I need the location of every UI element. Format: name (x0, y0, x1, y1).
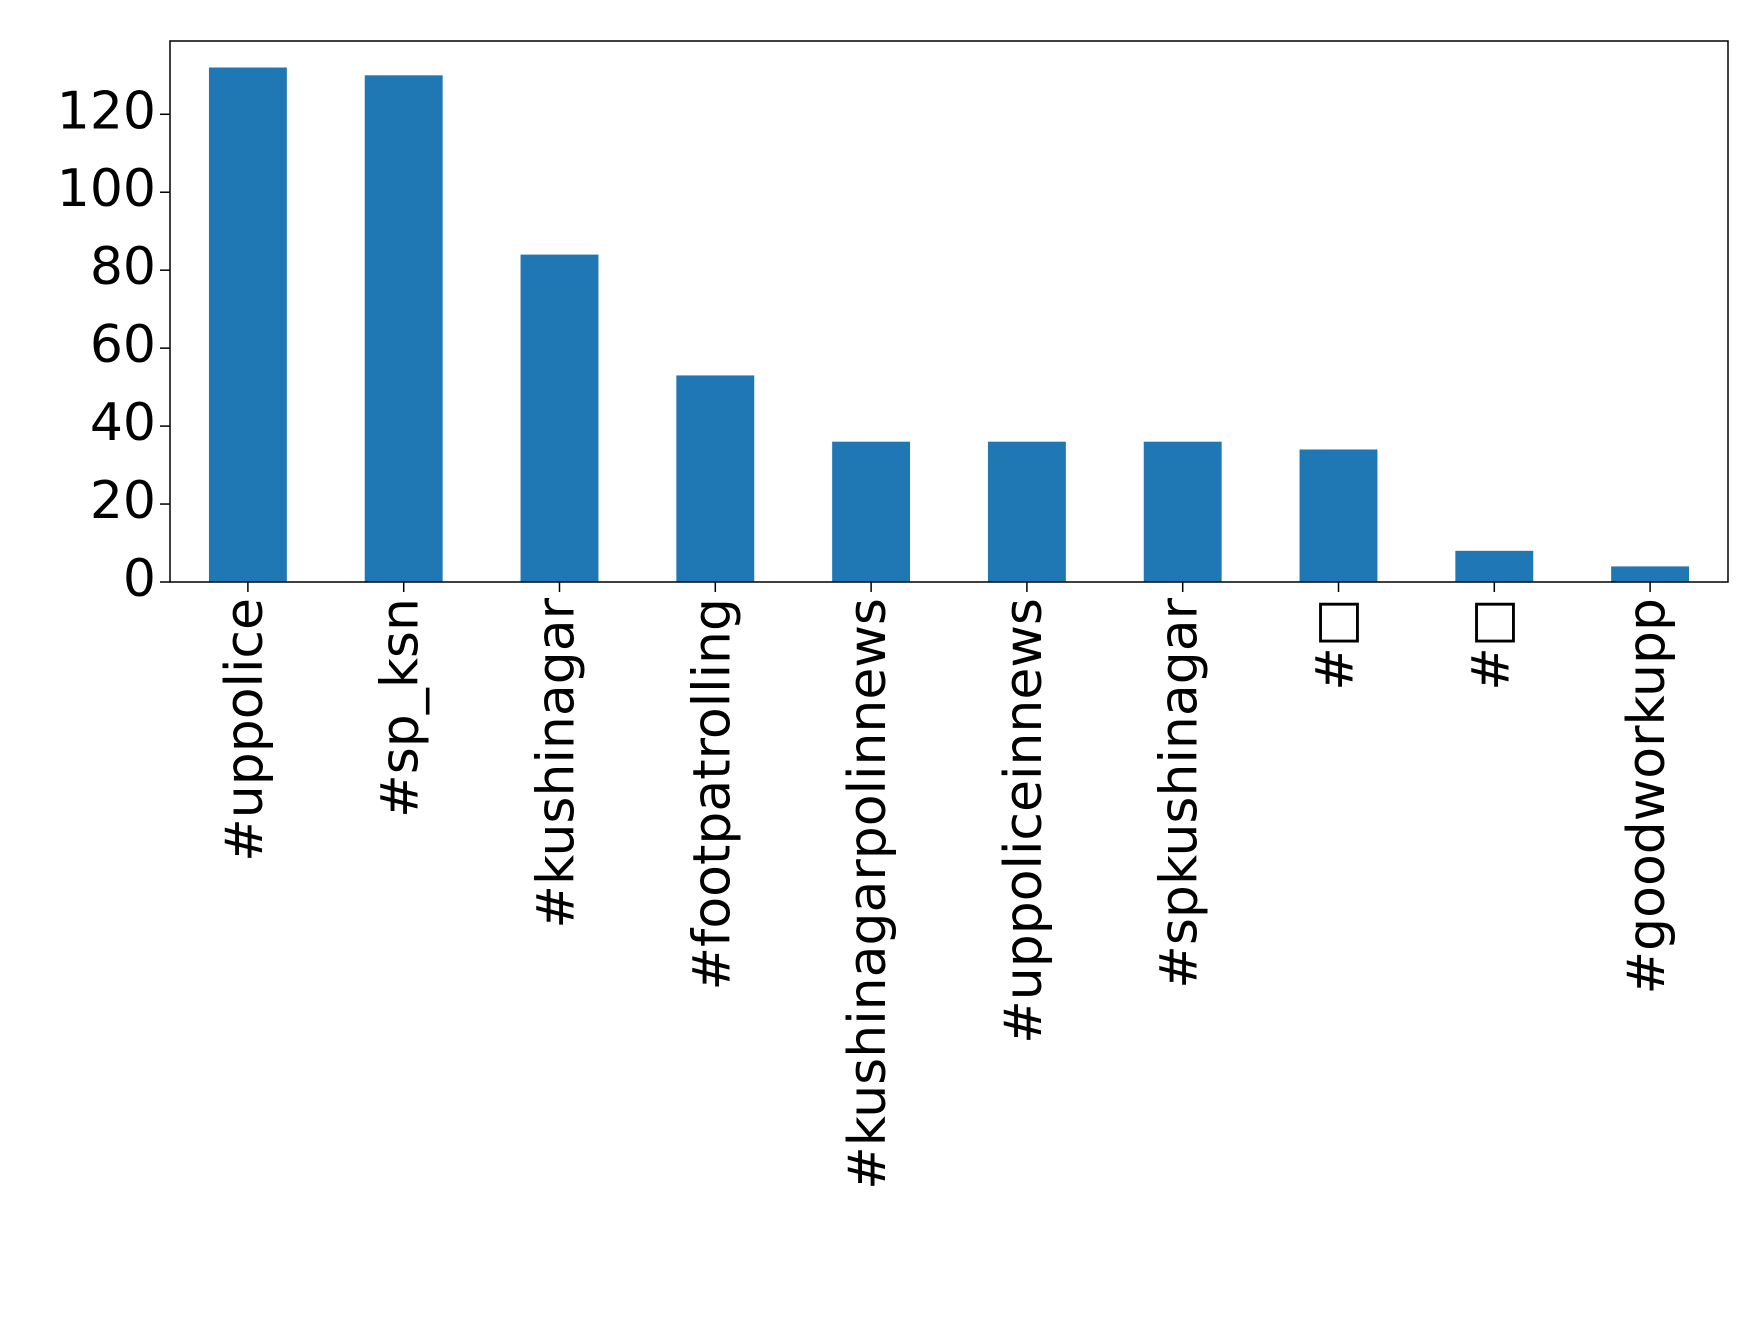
x-tick-label: #goodworkupp (1617, 598, 1677, 994)
x-tick-label: #□ (1461, 598, 1521, 691)
bar (1299, 449, 1378, 582)
y-tick-label: 100 (57, 159, 156, 219)
bar (1455, 550, 1534, 582)
bar (520, 254, 599, 582)
x-tick-label: #sp_ksn (371, 598, 431, 818)
y-tick-label: 120 (57, 81, 156, 141)
x-tick-label: #uppoliceinnews (994, 598, 1054, 1044)
bar (987, 441, 1066, 582)
x-tick-label: #□ (1306, 598, 1366, 691)
bar (676, 375, 755, 582)
bar (832, 441, 911, 582)
x-tick-label: #footpatrolling (682, 598, 742, 991)
y-tick-label: 40 (90, 393, 156, 453)
x-tick-label: #kushinagar (527, 597, 587, 928)
y-tick-label: 60 (90, 315, 156, 375)
y-tick-label: 80 (90, 237, 156, 297)
plot-frame (169, 40, 1729, 583)
bar (364, 75, 443, 582)
y-tick-label: 20 (90, 471, 156, 531)
x-tick-label: #uppolice (215, 598, 275, 862)
bar (1143, 441, 1222, 582)
bar (1611, 566, 1690, 582)
x-tick-label: #kushinagarpolinnews (838, 598, 898, 1190)
x-tick-label: #spkushinagar (1150, 597, 1210, 988)
bar (208, 67, 287, 582)
y-tick-label: 0 (123, 549, 156, 609)
